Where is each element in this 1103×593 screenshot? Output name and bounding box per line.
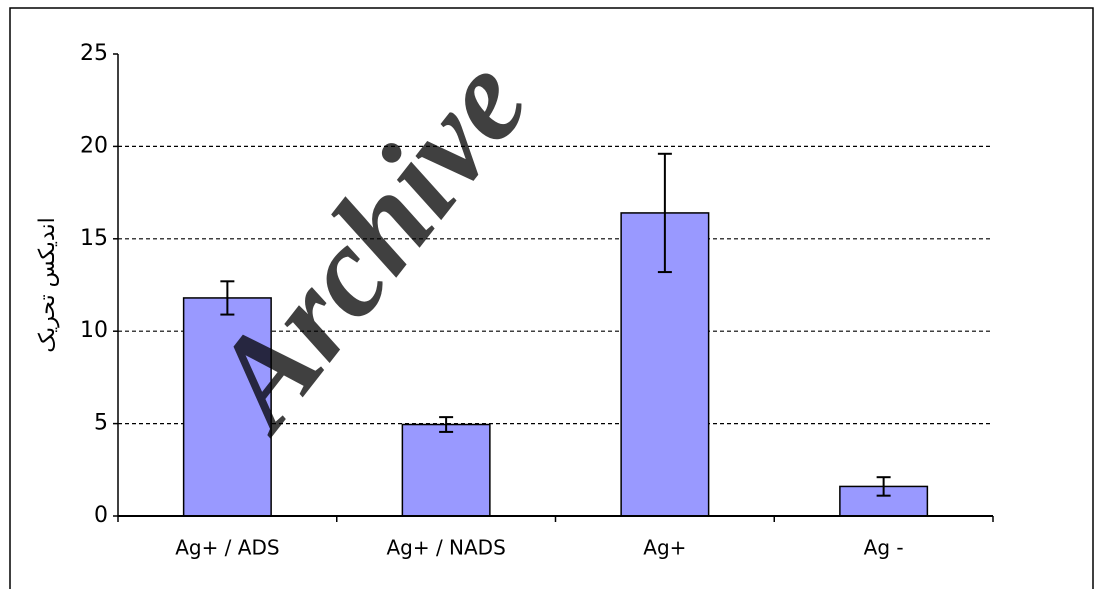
- frame: [9, 7, 1094, 593]
- x-tick-label: Ag -: [864, 536, 904, 560]
- x-tick-label: Ag+ / ADS: [175, 536, 279, 560]
- y-axis-label: اندیکس تحریک: [35, 217, 60, 352]
- error-bar: [439, 416, 454, 433]
- y-tick-label: 25: [80, 41, 108, 66]
- error-bar: [876, 476, 891, 497]
- x-tick-label: Ag+ / NADS: [386, 536, 505, 560]
- y-tick-label: 5: [94, 411, 108, 436]
- error-bar: [220, 280, 235, 316]
- bar: [401, 423, 491, 517]
- y-tick-label: 10: [80, 318, 108, 343]
- x-tick-label: Ag+: [643, 536, 686, 560]
- y-tick-label: 20: [80, 133, 108, 158]
- y-tick-label: 15: [80, 226, 108, 251]
- y-tick-label: 0: [94, 503, 108, 528]
- error-bar: [657, 152, 672, 274]
